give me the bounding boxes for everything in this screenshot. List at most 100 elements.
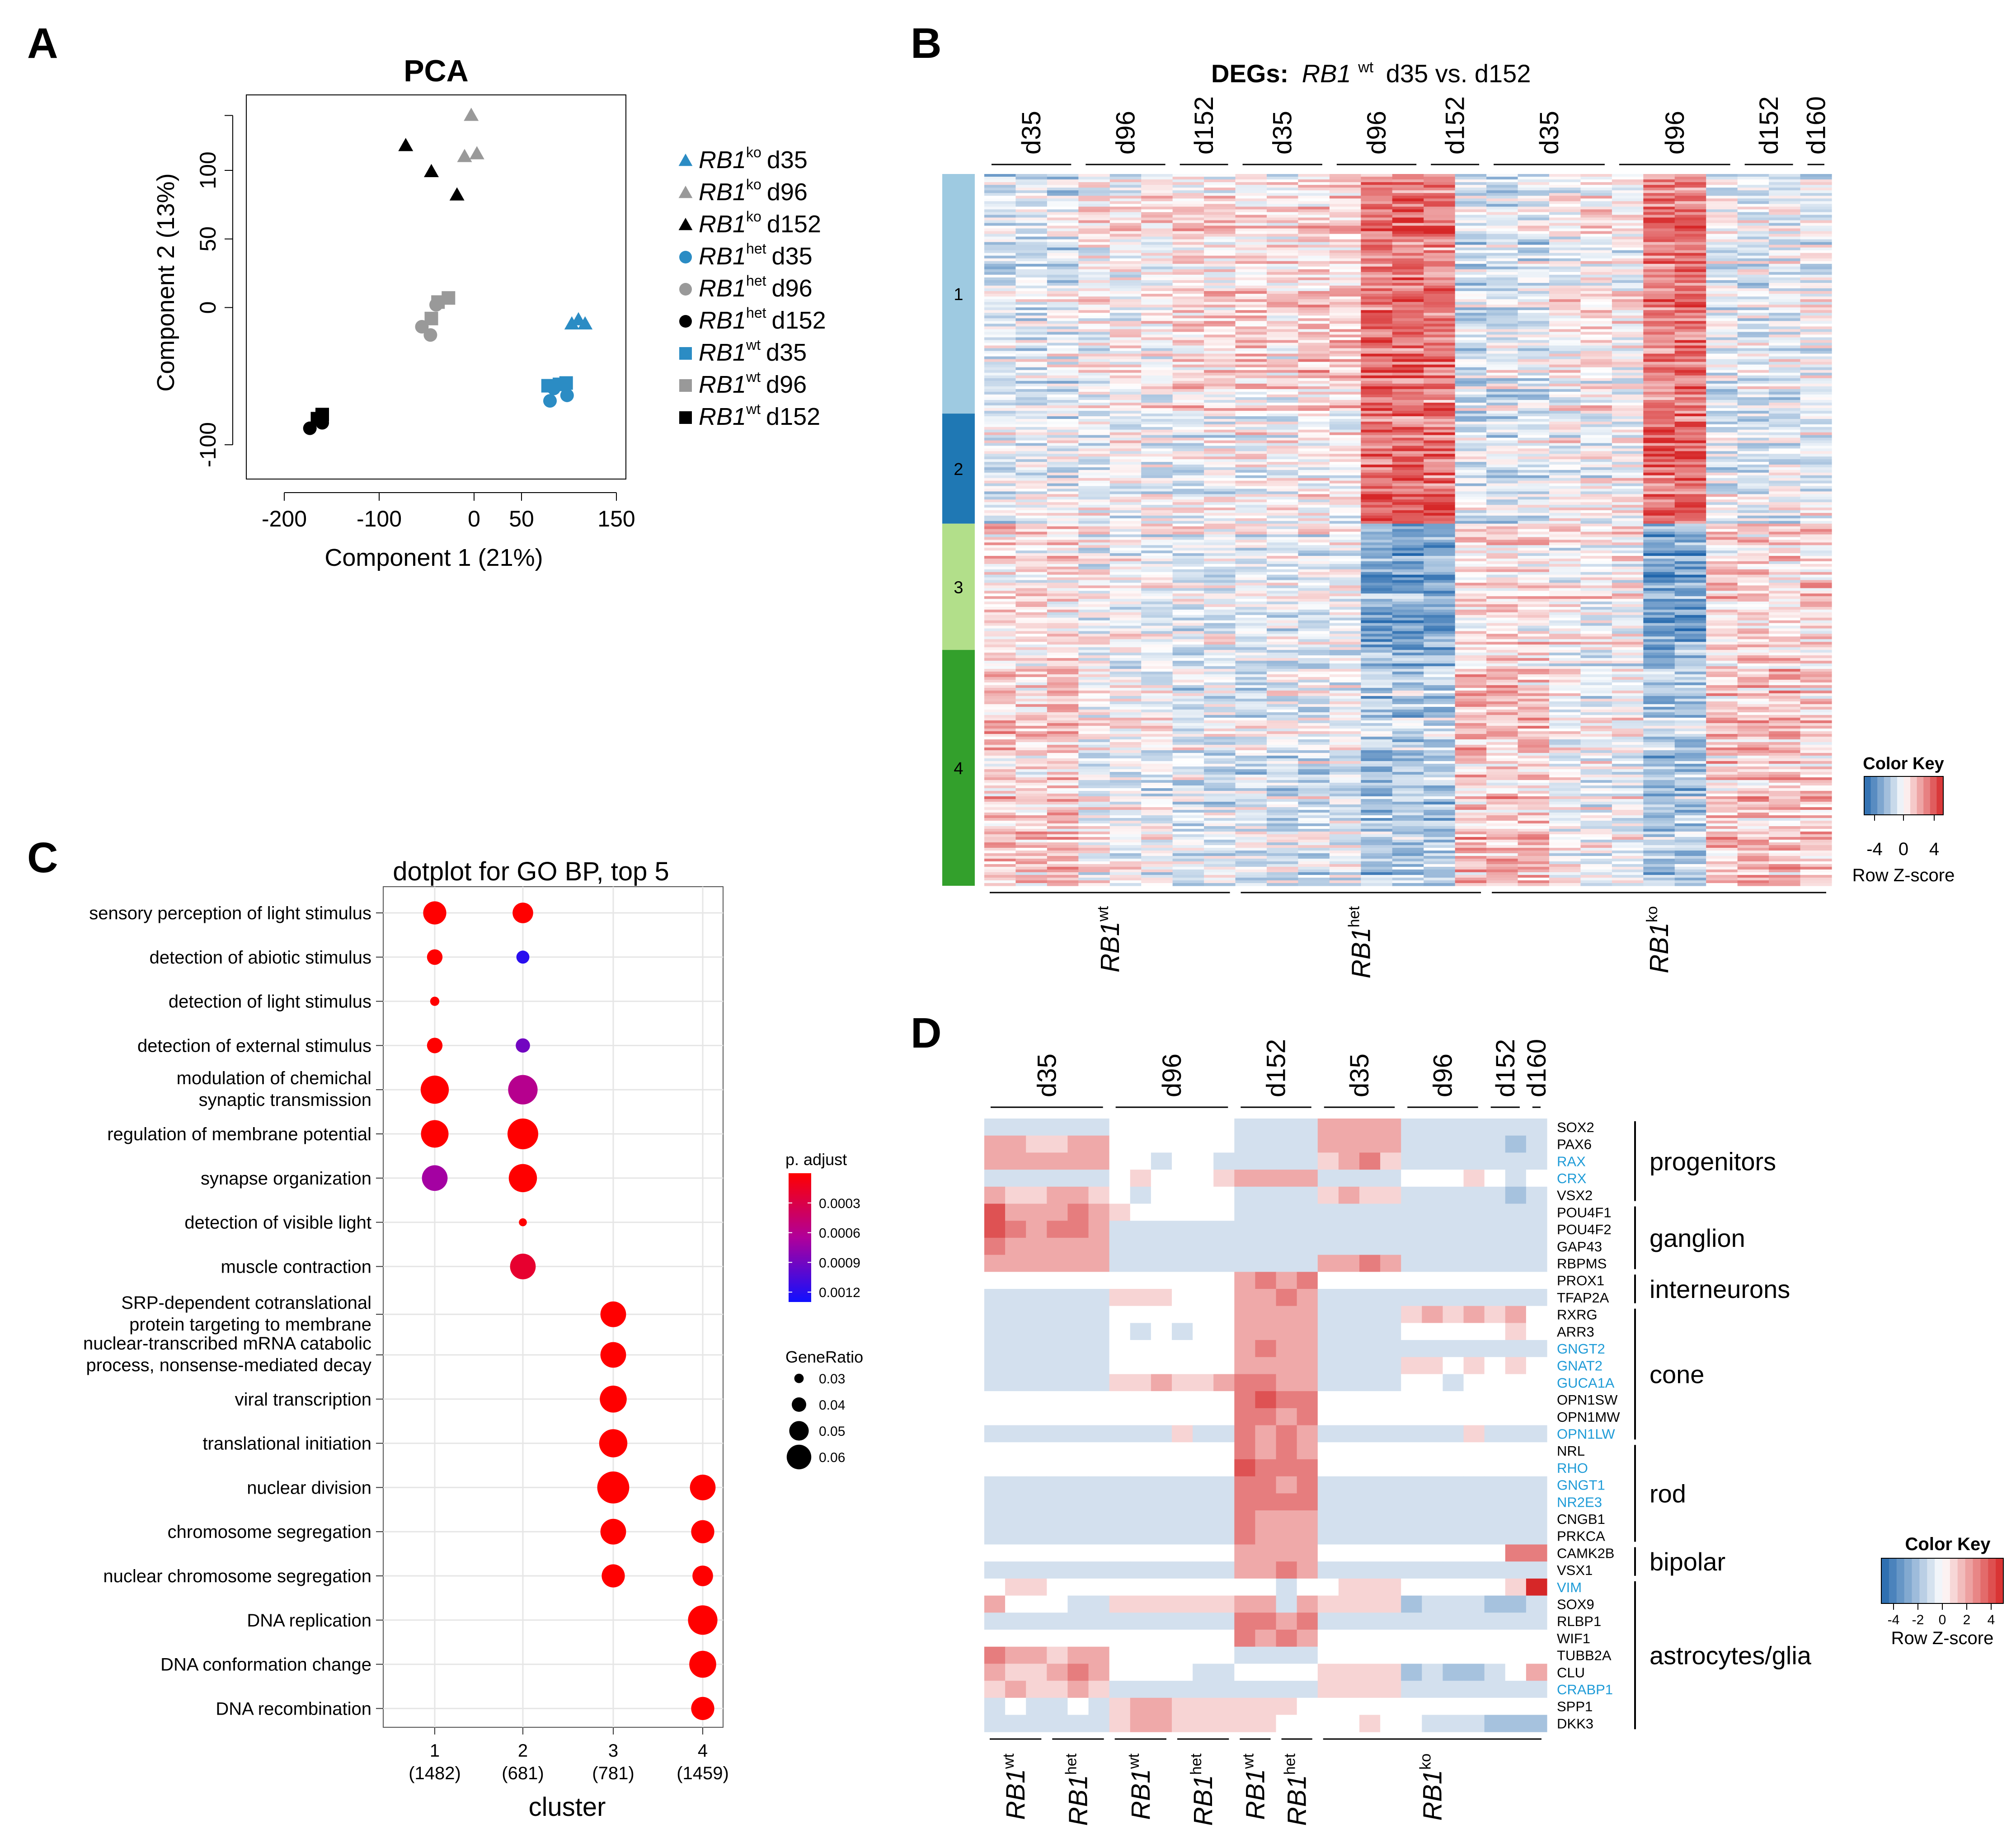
heatmap-b-cell (1298, 440, 1330, 444)
heatmap-b-cell (1204, 296, 1236, 300)
heatmap-b-cell (1549, 661, 1581, 664)
heatmap-b-cell (1643, 269, 1675, 273)
heatmap-b-cell (1172, 628, 1204, 632)
heatmap-b-cell (1329, 397, 1361, 400)
heatmap-b-cell (1455, 510, 1487, 513)
heatmap-b-cell (1580, 302, 1612, 305)
heatmap-b-cell (1737, 435, 1769, 438)
heatmap-b-cell (1706, 416, 1738, 419)
heatmap-b-cell (1486, 239, 1518, 243)
heatmap-b-cell (1737, 486, 1769, 489)
heatmap-b-cell (1424, 302, 1456, 305)
heatmap-b-cell (1329, 405, 1361, 409)
heatmap-b-cell (1737, 337, 1769, 341)
heatmap-b-cell (984, 340, 1016, 343)
heatmap-b-cell (1235, 185, 1267, 188)
heatmap-b-cell (1800, 574, 1832, 578)
heatmap-b-cell (1518, 483, 1550, 487)
heatmap-b-cell (1204, 236, 1236, 240)
heatmap-b-cell (1769, 419, 1801, 422)
heatmap-b-cell (1455, 650, 1487, 653)
heatmap-b-cell (1706, 201, 1738, 204)
heatmap-b-cell (1643, 411, 1675, 414)
heatmap-b-cell (1455, 236, 1487, 240)
heatmap-b-cell (1392, 397, 1424, 400)
heatmap-b-cell (1643, 542, 1675, 545)
heatmap-b-cell (1643, 475, 1675, 479)
heatmap-b-cell (1078, 345, 1110, 349)
heatmap-b-cell (1392, 182, 1424, 185)
heatmap-b-cell (1047, 201, 1079, 204)
heatmap-b-cell (1235, 394, 1267, 398)
heatmap-b-cell (1392, 537, 1424, 540)
heatmap-b-cell (1580, 196, 1612, 199)
heatmap-b-cell (1392, 209, 1424, 212)
heatmap-b-cell (1109, 302, 1142, 305)
heatmap-b-cell (1172, 367, 1204, 371)
heatmap-b-cell (1737, 258, 1769, 262)
heatmap-b-cell (1298, 315, 1330, 319)
heatmap-b-cell (1141, 550, 1173, 554)
heatmap-b-cell (1015, 217, 1048, 221)
heatmap-b-cell (1298, 459, 1330, 462)
heatmap-b-cell (1361, 215, 1393, 218)
heatmap-b-cell (1549, 540, 1581, 543)
heatmap-b-cell (1078, 274, 1110, 278)
heatmap-b-cell (1329, 462, 1361, 465)
heatmap-b-cell (1047, 631, 1079, 635)
heatmap-b-cell (1329, 494, 1361, 497)
heatmap-b-cell (1674, 375, 1706, 379)
heatmap-b-cell (1392, 661, 1424, 664)
heatmap-b-cell (1172, 378, 1204, 381)
heatmap-b-cell (1800, 269, 1832, 273)
heatmap-b-cell (1518, 370, 1550, 373)
heatmap-b-cell (1329, 182, 1361, 185)
heatmap-b-cell (984, 215, 1016, 218)
heatmap-b-cell (1298, 416, 1330, 419)
heatmap-b-cell (1549, 644, 1581, 648)
heatmap-b-cell (1549, 448, 1581, 451)
heatmap-b-cell (1204, 204, 1236, 207)
heatmap-b-cell (1204, 478, 1236, 481)
heatmap-b-cell (984, 451, 1016, 454)
heatmap-b-cell (1329, 247, 1361, 251)
heatmap-b-cell (1674, 615, 1706, 618)
heatmap-b-cell (1141, 642, 1173, 645)
heatmap-b-cell (1769, 234, 1801, 237)
heatmap-b-cell (1769, 534, 1801, 538)
heatmap-b-cell (984, 556, 1016, 559)
heatmap-b-cell (1392, 531, 1424, 535)
heatmap-b-cell (1109, 486, 1142, 489)
heatmap-b-cell (1172, 280, 1204, 283)
heatmap-b-cell (1800, 212, 1832, 215)
heatmap-b-cell (1643, 647, 1675, 650)
heatmap-b-cell (1392, 548, 1424, 551)
heatmap-b-cell (1800, 204, 1832, 207)
heatmap-b-cell (1047, 299, 1079, 302)
heatmap-b-cell (1329, 644, 1361, 648)
heatmap-b-cell (1078, 502, 1110, 505)
heatmap-b-cell (1078, 494, 1110, 497)
heatmap-b-cell (1518, 510, 1550, 513)
heatmap-b-cell (1392, 307, 1424, 310)
heatmap-b-cell (1298, 326, 1330, 329)
heatmap-b-cell (1392, 321, 1424, 324)
heatmap-b-cell (1674, 572, 1706, 575)
pca-x-tick-label: 50 (509, 506, 534, 531)
heatmap-b-cell (1109, 574, 1142, 578)
heatmap-b-cell (1737, 356, 1769, 360)
heatmap-b-cell (1141, 236, 1173, 240)
heatmap-b-cell (1486, 559, 1518, 562)
heatmap-b-cell (1109, 212, 1142, 215)
heatmap-b-cell (1549, 548, 1581, 551)
heatmap-b-cell (984, 204, 1016, 207)
heatmap-b-cell (1329, 321, 1361, 324)
heatmap-b-cell (1047, 359, 1079, 362)
heatmap-b-cell (1706, 566, 1738, 570)
heatmap-b-cell (1737, 537, 1769, 540)
heatmap-b-cell (1078, 569, 1110, 573)
heatmap-b-cell (1486, 294, 1518, 297)
heatmap-b-cell (1329, 364, 1361, 368)
heatmap-b-cell (1204, 467, 1236, 470)
heatmap-b-cell (1800, 261, 1832, 264)
